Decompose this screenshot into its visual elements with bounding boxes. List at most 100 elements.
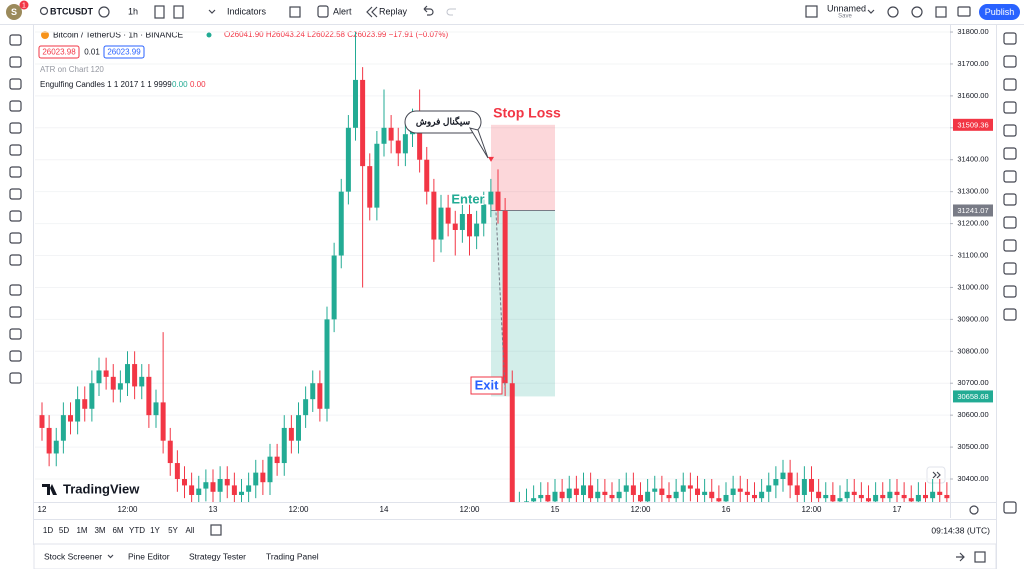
search-icon[interactable] — [39, 6, 49, 16]
drawing-tool[interactable] — [9, 372, 22, 384]
panel-tab[interactable]: Trading Panel — [266, 551, 319, 561]
drawing-tool[interactable] — [9, 232, 22, 244]
candle-body — [915, 494, 921, 502]
bid: 26023.98 — [42, 48, 76, 57]
candle-body — [459, 214, 465, 230]
candle-body — [744, 491, 750, 495]
side-widget[interactable] — [1003, 262, 1017, 275]
drawing-tool[interactable] — [9, 328, 22, 340]
drawing-tool[interactable] — [9, 210, 22, 222]
range-button[interactable]: 3M — [94, 526, 105, 535]
ask-box[interactable] — [103, 45, 145, 59]
undo-icon[interactable] — [423, 5, 434, 16]
panel-tab[interactable]: Pine Editor — [128, 551, 170, 561]
side-widget[interactable] — [1003, 124, 1017, 137]
side-widget[interactable] — [1003, 501, 1017, 514]
drawing-tool[interactable] — [9, 254, 22, 266]
candle-body — [260, 472, 266, 483]
layout-icon[interactable] — [805, 5, 818, 18]
side-widget[interactable] — [1003, 147, 1017, 160]
legend-title: Bitcoin / TetherUS · 1h · BINANCE — [53, 29, 184, 39]
x-tick-label: 15 — [551, 505, 560, 514]
panel-collapse[interactable] — [956, 552, 965, 562]
drawing-tool[interactable] — [9, 350, 22, 362]
panel-tab[interactable]: Strategy Tester — [189, 551, 246, 561]
drawing-tool[interactable] — [9, 188, 22, 200]
side-widget[interactable] — [1003, 101, 1017, 114]
range-button[interactable]: 1D — [43, 526, 53, 535]
exit-label: Exit — [475, 377, 500, 392]
axis-settings[interactable] — [969, 505, 979, 515]
candle-body — [787, 472, 793, 486]
range-button[interactable]: 1M — [76, 526, 87, 535]
interval[interactable]: 1h — [128, 6, 138, 16]
indicator-engulfing[interactable]: Engulfing Candles 1 1 2017 1 1 9999 — [40, 80, 172, 89]
drawing-tool[interactable] — [9, 56, 22, 68]
drawing-tool[interactable] — [9, 284, 22, 296]
fullscreen-icon[interactable] — [935, 6, 947, 18]
alert-icon[interactable] — [317, 5, 329, 18]
drawing-tool[interactable] — [9, 34, 22, 46]
notification-badge — [19, 0, 29, 10]
panel-tab[interactable]: Stock Screener — [44, 551, 102, 561]
side-widget[interactable] — [1003, 55, 1017, 68]
candle-body — [132, 364, 138, 387]
side-widget[interactable] — [1003, 170, 1017, 183]
range-button[interactable]: All — [186, 526, 195, 535]
templates-icon[interactable] — [289, 6, 301, 18]
range-button[interactable]: 6M — [112, 526, 123, 535]
drawing-tool[interactable] — [9, 144, 22, 156]
snapshot-icon[interactable] — [957, 6, 971, 17]
candle-body — [937, 491, 943, 495]
publish-button[interactable] — [979, 4, 1020, 20]
replay-button[interactable]: Replay — [379, 6, 408, 16]
range-button[interactable]: 1Y — [150, 526, 160, 535]
compare-icon[interactable] — [98, 6, 110, 18]
side-widget[interactable] — [1003, 216, 1017, 229]
side-widget[interactable] — [1003, 193, 1017, 206]
date-range-icon[interactable] — [210, 524, 222, 536]
scroll-right-icon — [932, 471, 941, 479]
x-tick-label: 14 — [380, 505, 389, 514]
range-button[interactable]: YTD — [129, 526, 145, 535]
x-tick-label: 16 — [722, 505, 731, 514]
symbol[interactable]: BTCUSDT — [50, 6, 93, 16]
alert-button[interactable]: Alert — [333, 6, 352, 16]
side-widget[interactable] — [1003, 308, 1017, 321]
candle-body — [60, 415, 66, 441]
indicators-button[interactable]: Indicators — [227, 6, 267, 16]
range-button[interactable]: 5D — [59, 526, 69, 535]
layout-menu[interactable] — [867, 9, 875, 14]
drawing-tool[interactable] — [9, 78, 22, 90]
x-tick-label: 12:00 — [288, 505, 309, 514]
drawing-tool[interactable] — [9, 166, 22, 178]
panel-maximize[interactable] — [974, 551, 986, 563]
side-widget[interactable] — [1003, 239, 1017, 252]
candle-body — [239, 491, 244, 495]
indicator-menu-icon[interactable] — [208, 9, 216, 14]
exit-label-bg — [470, 376, 503, 395]
side-widget[interactable] — [1003, 78, 1017, 91]
candle-body — [602, 491, 608, 495]
layout-name[interactable]: Unnamed — [827, 3, 866, 13]
candle-body — [566, 488, 572, 499]
side-widget[interactable] — [1003, 285, 1017, 298]
chart-type-icon[interactable] — [154, 5, 165, 19]
redo-icon[interactable] — [446, 8, 456, 16]
indicator-atr[interactable]: ATR on Chart 120 — [40, 65, 104, 74]
drawing-tool[interactable] — [9, 306, 22, 318]
chart-style-icon[interactable] — [173, 5, 184, 19]
y-tick-label: 30600.00 — [957, 410, 988, 419]
candle-body — [96, 370, 102, 384]
settings-icon[interactable] — [911, 6, 923, 18]
replay-icon[interactable] — [366, 6, 378, 18]
drawing-tool[interactable] — [9, 122, 22, 134]
avatar[interactable] — [6, 4, 22, 20]
quick-search-icon[interactable] — [887, 6, 899, 18]
side-widget[interactable] — [1003, 32, 1017, 45]
drawing-tool[interactable] — [9, 100, 22, 112]
candle-body — [780, 472, 786, 480]
candle-body — [174, 463, 180, 480]
bid-box[interactable] — [38, 45, 80, 59]
range-button[interactable]: 5Y — [168, 526, 178, 535]
